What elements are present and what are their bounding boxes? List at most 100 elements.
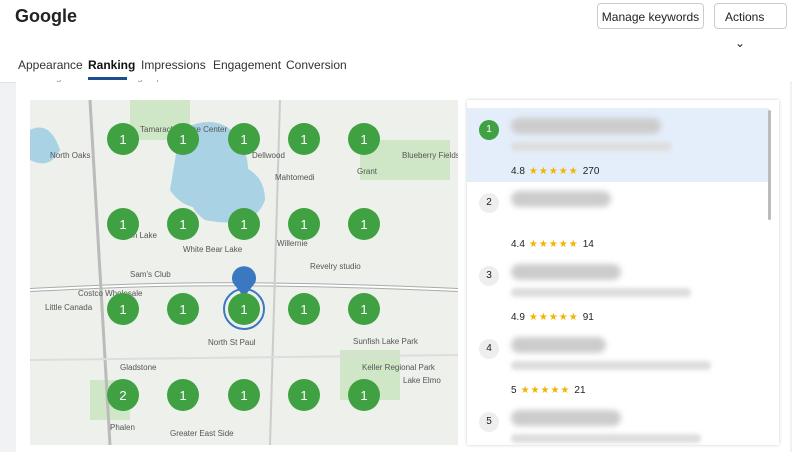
grid-rank: 1	[300, 217, 307, 232]
pin	[231, 266, 256, 297]
tab[interactable]: Impressions	[141, 58, 206, 72]
grid-point[interactable]	[107, 379, 139, 411]
grid-rank: 1	[300, 302, 307, 317]
map-label: White Bear Lake	[183, 245, 243, 254]
rating: 5	[511, 385, 517, 396]
scrollbar[interactable]	[768, 110, 771, 220]
header: Google Manage keywords Actions ⌄ Appeara…	[0, 0, 792, 83]
blurred-name	[511, 337, 606, 353]
result-item[interactable]: 4 5 ★★★★★ 21	[467, 327, 769, 401]
blurred-address	[511, 288, 691, 297]
grid-point[interactable]	[167, 379, 199, 411]
map-label: Lake Elmo	[403, 376, 441, 385]
stars: ★★★★★	[520, 385, 571, 396]
blurred-name	[511, 118, 661, 134]
grid-point[interactable]	[288, 293, 320, 325]
rating: 4.4	[511, 239, 525, 250]
grid-point[interactable]	[288, 123, 320, 155]
grid-rank: 1	[179, 217, 186, 232]
stars: ★★★★★	[528, 166, 579, 177]
grid-point[interactable]	[228, 379, 260, 411]
tab[interactable]: Appearance	[18, 58, 83, 72]
grid-rank: 1	[360, 388, 367, 403]
review-count: 91	[582, 312, 594, 323]
grid-point[interactable]	[348, 208, 380, 240]
map-label: Sam's Club	[130, 270, 171, 279]
grid-rank: 1	[240, 302, 247, 317]
blurred-address	[511, 142, 671, 151]
map-label: Dellwood	[252, 151, 285, 160]
map-label: Willernie	[277, 239, 308, 248]
rating: 4.9	[511, 312, 525, 323]
grid-rank: 1	[360, 302, 367, 317]
actions-label: Actions	[725, 10, 765, 24]
rank-badge: 5	[479, 412, 499, 432]
grid-rank: 1	[240, 217, 247, 232]
map-label: Revelry studio	[310, 262, 361, 271]
subtitle: Average rank across all grid points	[30, 80, 183, 83]
result-item[interactable]: 54.7★★★★★45	[467, 400, 769, 445]
grid-point[interactable]	[348, 379, 380, 411]
result-item[interactable]: 1 4.8 ★★★★★ 270	[467, 108, 769, 182]
grid-rank: 1	[119, 217, 126, 232]
blurred-name	[511, 191, 611, 207]
grid-point[interactable]	[167, 208, 199, 240]
tab[interactable]: Ranking	[88, 58, 136, 72]
grid-rank: 1	[119, 302, 126, 317]
grid-point[interactable]	[167, 293, 199, 325]
grid-rank: 1	[179, 132, 186, 147]
grid-point[interactable]	[288, 379, 320, 411]
grid-point[interactable]	[348, 123, 380, 155]
grid-point[interactable]	[348, 293, 380, 325]
map-label: North St Paul	[208, 338, 256, 347]
grid-point[interactable]	[228, 208, 260, 240]
map-label: Keller Regional Park	[362, 363, 436, 372]
map-label: Little Canada	[45, 303, 93, 312]
rank-badge: 1	[479, 120, 499, 140]
grid-rank: 1	[360, 217, 367, 232]
map: North Oaks Dellwood Grant Blueberry Fields …	[30, 100, 458, 445]
grid-rank: 1	[179, 388, 186, 403]
blurred-address	[511, 434, 701, 443]
grid-point[interactable]	[107, 293, 139, 325]
review-count: 21	[574, 385, 586, 396]
blurred-address	[511, 361, 711, 370]
rating-row: 4.8 ★★★★★ 270	[511, 166, 599, 177]
grid-rank: 1	[240, 132, 247, 147]
grid-point[interactable]	[107, 208, 139, 240]
blurred-name	[511, 410, 621, 426]
tab[interactable]: Conversion	[286, 58, 347, 72]
grid-point[interactable]	[167, 123, 199, 155]
result-item[interactable]: 2 4.4 ★★★★★ 14	[467, 181, 769, 255]
active-tab-indicator	[88, 77, 127, 80]
actions-button[interactable]: Actions ⌄	[714, 3, 787, 50]
map-label: Gem Lake	[120, 231, 157, 240]
rating: 4.8	[511, 166, 525, 177]
grid-rank: 1	[179, 302, 186, 317]
rank-badge: 2	[479, 193, 499, 213]
review-count: 14	[582, 239, 594, 250]
result-item[interactable]: 3 4.9 ★★★★★ 91	[467, 254, 769, 328]
grid-point[interactable]	[107, 123, 139, 155]
grid-rank: 1	[240, 388, 247, 403]
rating-row: 4.4 ★★★★★ 14	[511, 239, 594, 250]
tab[interactable]: Engagement	[213, 58, 282, 72]
grid-rank: 2	[119, 388, 126, 403]
map-label: North Oaks	[50, 151, 90, 160]
map-label: Greater East Side	[170, 429, 234, 438]
title: Google	[15, 6, 77, 26]
results-list: 1 4.8 ★★★★★ 270 2 4.4 ★★★★★ 14 3 4.9 ★★★★★ 91 4 5 ★★★★…	[467, 100, 779, 445]
stars: ★★★★★	[528, 239, 579, 250]
grid-point[interactable]	[228, 293, 260, 325]
map-label: Mahtomedi	[275, 173, 315, 182]
rank-badge: 3	[479, 266, 499, 286]
blurred-name	[511, 264, 621, 280]
grid-point[interactable]	[228, 123, 260, 155]
grid-rank: 1	[119, 132, 126, 147]
stars: ★★★★★	[528, 312, 579, 323]
review-count: 270	[582, 166, 600, 177]
grid-point[interactable]	[288, 208, 320, 240]
manage-keywords-button[interactable]: Manage keywords	[597, 3, 704, 29]
rating-row: 4.9 ★★★★★ 91	[511, 312, 594, 323]
